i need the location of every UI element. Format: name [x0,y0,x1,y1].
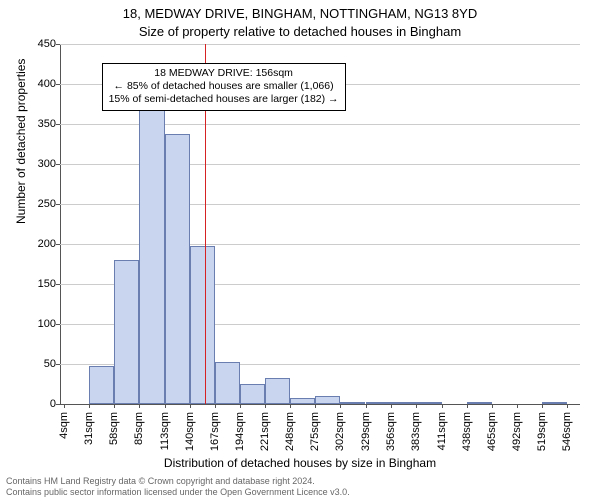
y-tick-mark [56,404,60,405]
x-tick-label: 411sqm [436,412,448,450]
y-tick-mark [56,84,60,85]
annotation-line: 15% of semi-detached houses are larger (… [109,93,339,106]
x-tick-mark [165,404,166,408]
x-tick-label: 383sqm [410,412,422,451]
histogram-bar [265,378,290,404]
x-tick-label: 221sqm [259,412,271,451]
annotation-line: 18 MEDWAY DRIVE: 156sqm [109,67,339,80]
plot-canvas: 18 MEDWAY DRIVE: 156sqm← 85% of detached… [60,44,580,404]
y-tick-label: 350 [6,118,56,130]
y-tick-label: 450 [6,38,56,50]
y-tick-mark [56,164,60,165]
histogram-bar [139,108,165,404]
histogram-bar [89,366,114,404]
x-tick-mark [139,404,140,408]
histogram-bar [290,398,315,404]
y-tick-mark [56,364,60,365]
annotation-box: 18 MEDWAY DRIVE: 156sqm← 85% of detached… [102,63,346,110]
chart-subtitle: Size of property relative to detached ho… [0,24,600,39]
x-axis-label: Distribution of detached houses by size … [0,456,600,470]
grid-line [60,44,580,45]
histogram-bar [391,402,416,404]
y-tick-mark [56,124,60,125]
x-tick-mark [442,404,443,408]
y-tick-mark [56,44,60,45]
x-tick-label: 519sqm [536,412,548,451]
histogram-bar [366,402,391,404]
x-tick-label: 140sqm [184,412,196,451]
y-tick-label: 150 [6,278,56,290]
x-tick-mark [340,404,341,408]
histogram-bar [315,396,340,404]
x-tick-mark [240,404,241,408]
y-tick-label: 0 [6,398,56,410]
x-tick-mark [416,404,417,408]
y-tick-label: 50 [6,358,56,370]
x-tick-label: 275sqm [309,412,321,451]
histogram-bar [542,402,567,404]
histogram-bar [340,402,365,404]
x-tick-label: 465sqm [486,412,498,451]
y-tick-mark [56,284,60,285]
x-tick-label: 85sqm [133,412,145,445]
attribution-line-1: Contains HM Land Registry data © Crown c… [6,476,350,487]
histogram-bar [190,246,215,404]
x-tick-label: 31sqm [83,412,95,445]
y-tick-label: 400 [6,78,56,90]
y-tick-mark [56,324,60,325]
chart-title: 18, MEDWAY DRIVE, BINGHAM, NOTTINGHAM, N… [0,0,600,23]
histogram-bar [416,402,442,404]
attribution-text: Contains HM Land Registry data © Crown c… [6,476,350,498]
chart-container: 18, MEDWAY DRIVE, BINGHAM, NOTTINGHAM, N… [0,0,600,500]
x-tick-mark [64,404,65,408]
x-tick-mark [315,404,316,408]
x-tick-mark [215,404,216,408]
x-tick-mark [89,404,90,408]
annotation-line: ← 85% of detached houses are smaller (1,… [109,80,339,93]
histogram-bar [165,134,190,404]
x-tick-label: 58sqm [108,412,120,445]
x-tick-mark [567,404,568,408]
x-tick-mark [542,404,543,408]
x-tick-mark [391,404,392,408]
x-tick-label: 356sqm [385,412,397,451]
x-tick-mark [114,404,115,408]
histogram-bar [467,402,492,404]
x-tick-label: 248sqm [284,412,296,451]
y-axis-line [60,44,61,404]
x-tick-mark [366,404,367,408]
x-tick-label: 113sqm [159,412,171,450]
x-tick-mark [265,404,266,408]
histogram-bar [215,362,240,404]
plot-area: 18 MEDWAY DRIVE: 156sqm← 85% of detached… [60,44,580,404]
x-tick-label: 167sqm [209,412,221,451]
x-tick-label: 302sqm [334,412,346,451]
x-tick-mark [517,404,518,408]
attribution-line-2: Contains public sector information licen… [6,487,350,498]
y-tick-label: 300 [6,158,56,170]
y-tick-label: 250 [6,198,56,210]
histogram-bar [114,260,139,404]
x-tick-mark [467,404,468,408]
y-tick-mark [56,204,60,205]
x-tick-label: 492sqm [511,412,523,451]
x-tick-mark [190,404,191,408]
x-tick-mark [290,404,291,408]
x-tick-label: 329sqm [360,412,372,451]
x-tick-label: 438sqm [461,412,473,451]
x-tick-label: 194sqm [234,412,246,451]
y-tick-mark [56,244,60,245]
x-tick-label: 4sqm [58,412,70,439]
x-tick-mark [492,404,493,408]
y-tick-label: 200 [6,238,56,250]
histogram-bar [240,384,265,404]
x-tick-label: 546sqm [561,412,573,451]
y-tick-label: 100 [6,318,56,330]
